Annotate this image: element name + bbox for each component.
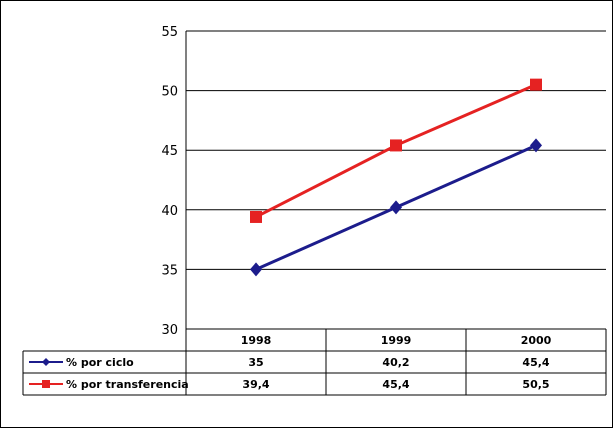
legend-key-marker	[42, 380, 50, 388]
series-2	[250, 78, 542, 223]
data-point	[530, 138, 542, 153]
data-value-label: 40,2	[382, 356, 409, 369]
data-point	[250, 262, 262, 277]
x-category-label: 1998	[241, 334, 272, 347]
y-tick-label: 30	[161, 323, 178, 338]
data-point	[390, 139, 402, 152]
x-category-label: 2000	[521, 334, 552, 347]
x-category-label: 1999	[381, 334, 412, 347]
data-value-label: 39,4	[242, 378, 269, 391]
data-value-label: 35	[248, 356, 263, 369]
data-value-label: 50,5	[522, 378, 549, 391]
data-point	[250, 210, 262, 223]
data-value-label: 45,4	[382, 378, 409, 391]
y-tick-label: 50	[161, 85, 178, 100]
y-tick-label: 45	[161, 144, 178, 159]
data-point	[390, 200, 402, 215]
legend-label: % por transferencia	[66, 378, 189, 391]
data-value-label: 45,4	[522, 356, 549, 369]
legend-label: % por ciclo	[66, 356, 134, 369]
y-tick-label: 35	[161, 263, 178, 278]
y-tick-label: 40	[161, 204, 178, 219]
data-point	[530, 78, 542, 91]
series-1	[250, 138, 542, 277]
legend-key-marker	[42, 358, 50, 366]
y-tick-label: 55	[161, 25, 178, 40]
